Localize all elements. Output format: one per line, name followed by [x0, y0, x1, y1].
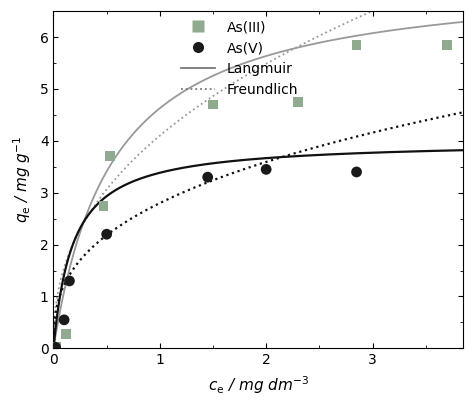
Legend: As(III), As(V), Langmuir, Freundlich: As(III), As(V), Langmuir, Freundlich — [175, 15, 303, 103]
Point — [204, 174, 211, 180]
Point — [209, 101, 217, 108]
Point — [103, 231, 110, 238]
Point — [106, 153, 114, 160]
Y-axis label: $q_\mathrm{e}$ / mg g$^{-1}$: $q_\mathrm{e}$ / mg g$^{-1}$ — [11, 136, 33, 223]
Point — [443, 42, 451, 48]
Point — [63, 331, 70, 338]
Point — [294, 98, 302, 105]
Point — [353, 169, 360, 175]
Point — [52, 344, 59, 350]
Point — [100, 202, 107, 209]
Point — [60, 317, 68, 323]
Point — [52, 344, 59, 350]
X-axis label: $c_\mathrm{e}$ / mg dm$^{-3}$: $c_\mathrm{e}$ / mg dm$^{-3}$ — [208, 374, 309, 396]
Point — [263, 166, 270, 173]
Point — [66, 278, 73, 284]
Point — [353, 42, 360, 48]
